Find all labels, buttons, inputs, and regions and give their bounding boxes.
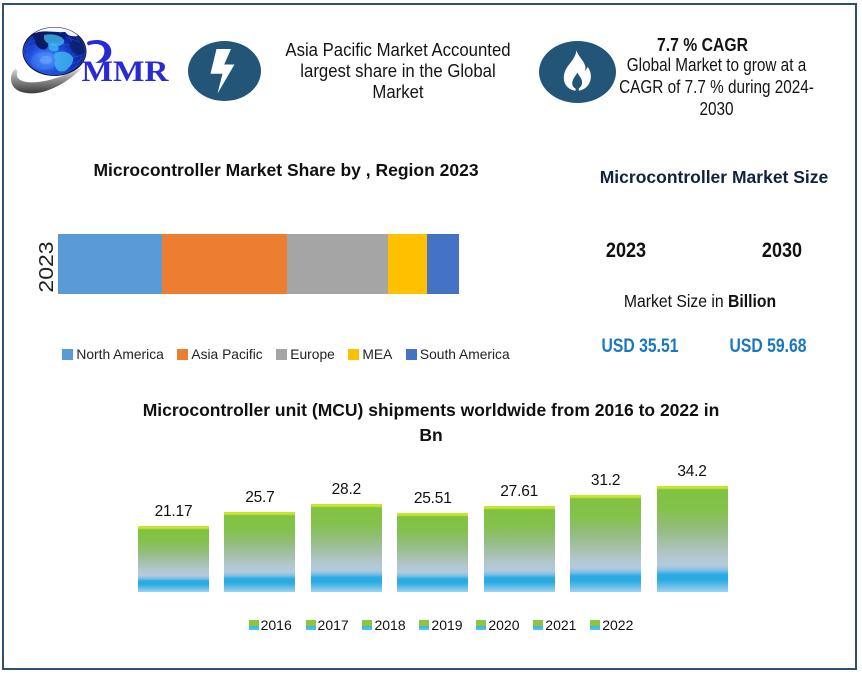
svg-text:MMR: MMR (82, 56, 170, 88)
